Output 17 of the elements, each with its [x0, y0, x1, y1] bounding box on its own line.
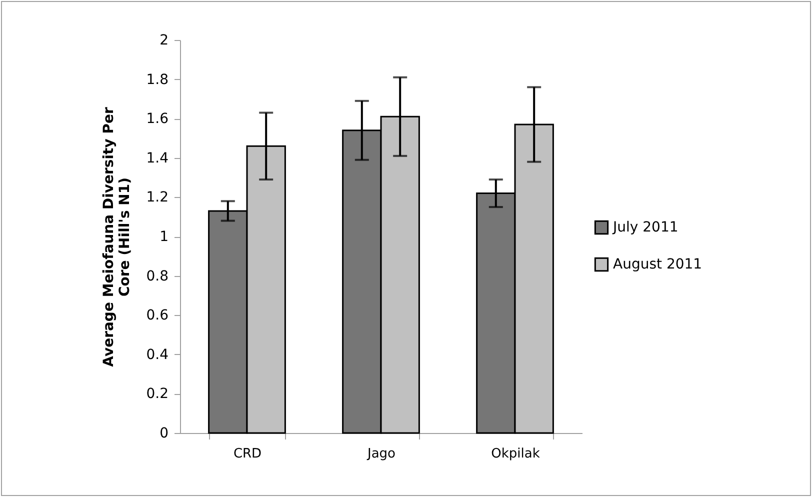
legend-label: August 2011	[613, 256, 702, 272]
legend-label: July 2011	[612, 220, 678, 236]
y-tick-label: 1	[160, 229, 168, 245]
y-tick-label: 1.8	[146, 72, 168, 88]
y-tick-label: 1.4	[146, 150, 169, 166]
x-tick-label: Jago	[366, 446, 396, 462]
y-axis-title: Average Meiofauna Diversity Per Core (Hill's N1)	[101, 107, 134, 367]
x-tick-label: CRD	[233, 446, 262, 462]
y-tick-label: 0.4	[146, 346, 169, 363]
x-tick-label: Okpilak	[491, 446, 540, 462]
y-tick-label: 1.6	[146, 111, 169, 128]
y-tick-label: 0.2	[146, 386, 168, 402]
y-tick-label: 0	[160, 426, 168, 442]
y-tick-label: 0.8	[146, 268, 168, 284]
y-tick-label: 0.6	[146, 308, 169, 324]
y-tick-label: 1.2	[146, 190, 168, 206]
y-tick-label: 2	[160, 32, 168, 48]
